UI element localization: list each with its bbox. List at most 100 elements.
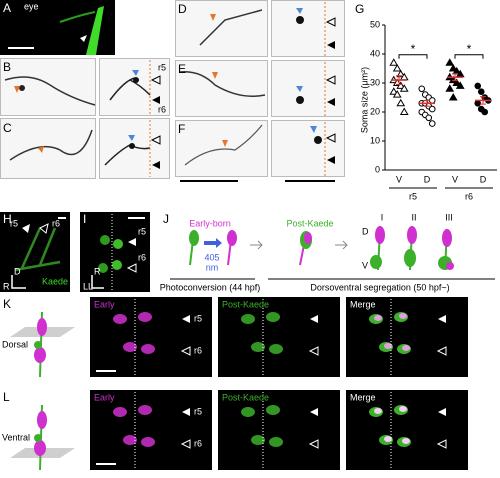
label: III (445, 212, 453, 222)
marker (152, 161, 160, 169)
marker (327, 41, 335, 49)
neurite (109, 77, 151, 101)
x-tick-label: D (480, 174, 487, 184)
label: r6 (52, 218, 60, 228)
point (445, 58, 455, 66)
point (448, 93, 458, 101)
panel-j: J 405 nm Early-born Post-Kaede I II III … (160, 212, 495, 292)
channel-label: Post-Kaede (222, 299, 269, 309)
soma (34, 341, 42, 349)
label: Kaede (42, 276, 68, 286)
label: r5 (194, 313, 202, 323)
arrowhead (222, 140, 228, 147)
cell (123, 342, 137, 352)
label: Ventral (2, 432, 30, 442)
arrowhead (128, 135, 135, 141)
image (99, 58, 170, 116)
label: r5 (158, 62, 166, 72)
channel-label: Merge (350, 299, 376, 309)
label: r6 (138, 252, 146, 262)
marker (327, 98, 335, 106)
cell (269, 344, 283, 354)
soma (19, 85, 25, 91)
axon (59, 11, 96, 23)
marker (310, 408, 318, 416)
channel-label: Merge (350, 392, 376, 402)
cell (384, 343, 392, 349)
panel-g: G Soma size (μm²) 0 10 20 30 40 50 V D * r5 V D * r6 (355, 2, 497, 201)
marker (182, 315, 190, 323)
marker (150, 135, 161, 145)
point (428, 97, 436, 104)
soma (442, 229, 452, 247)
y-tick-label: 0 (375, 164, 380, 174)
label: eye (24, 1, 39, 11)
point (389, 87, 399, 95)
panel-label: I (83, 212, 86, 226)
label: Dorsal (2, 339, 28, 349)
image (346, 390, 468, 470)
marker (308, 346, 319, 356)
cell (241, 407, 255, 417)
cell (123, 435, 137, 445)
image (175, 0, 268, 57)
label: R (3, 281, 10, 291)
label: r6 (194, 345, 202, 355)
soma (34, 440, 46, 456)
marker (325, 17, 336, 27)
y-tick-label: 40 (370, 48, 380, 58)
label: LL (83, 281, 93, 291)
image (346, 297, 468, 377)
point (425, 114, 433, 122)
neurite (199, 9, 263, 46)
cell (112, 260, 122, 270)
point (455, 81, 465, 89)
point (399, 84, 409, 92)
neurite (4, 76, 96, 106)
marker (39, 223, 49, 234)
cell (374, 315, 382, 321)
arrowhead (14, 86, 20, 93)
soma (189, 230, 199, 246)
error-bar (480, 96, 486, 105)
point (474, 100, 482, 107)
panel-label: A (3, 1, 11, 15)
y-tick-label: 20 (370, 106, 380, 116)
marker (128, 238, 136, 246)
arrow (216, 238, 222, 248)
marker (438, 315, 446, 323)
image (0, 118, 96, 179)
point (452, 78, 462, 86)
marker (308, 439, 319, 449)
cell (113, 407, 127, 417)
label: Dorsoventral segregation (50 hpf~) (310, 282, 449, 292)
label: Post-Kaede (286, 218, 333, 228)
channel-label: Early (94, 299, 115, 309)
soma (304, 232, 312, 244)
soma (34, 347, 46, 363)
marker (436, 346, 447, 356)
panel-label: B (3, 60, 11, 74)
panel-c: C (0, 118, 170, 179)
marker (310, 315, 318, 323)
panel-label: G (355, 2, 364, 16)
marker (150, 75, 161, 85)
marker (152, 96, 160, 104)
label: 405 (204, 252, 219, 262)
label: V (362, 260, 368, 270)
soma (407, 226, 417, 244)
cell (399, 313, 407, 319)
y-tick-label: 50 (370, 19, 380, 29)
x-tick-label: V (452, 174, 458, 184)
marker (325, 133, 336, 143)
y-tick-label: 10 (370, 135, 380, 145)
axes-icon (11, 275, 26, 289)
cell (241, 314, 255, 324)
marker (126, 263, 137, 273)
panel-b: B r5 r6 (0, 58, 170, 116)
cell (113, 239, 123, 249)
panel-label: F (178, 122, 185, 136)
panels-kl: K Dorsal Early r5 r6 Post-Kaede Merge L Ventral E… (2, 297, 468, 471)
marker (180, 439, 191, 449)
cell (141, 344, 155, 354)
